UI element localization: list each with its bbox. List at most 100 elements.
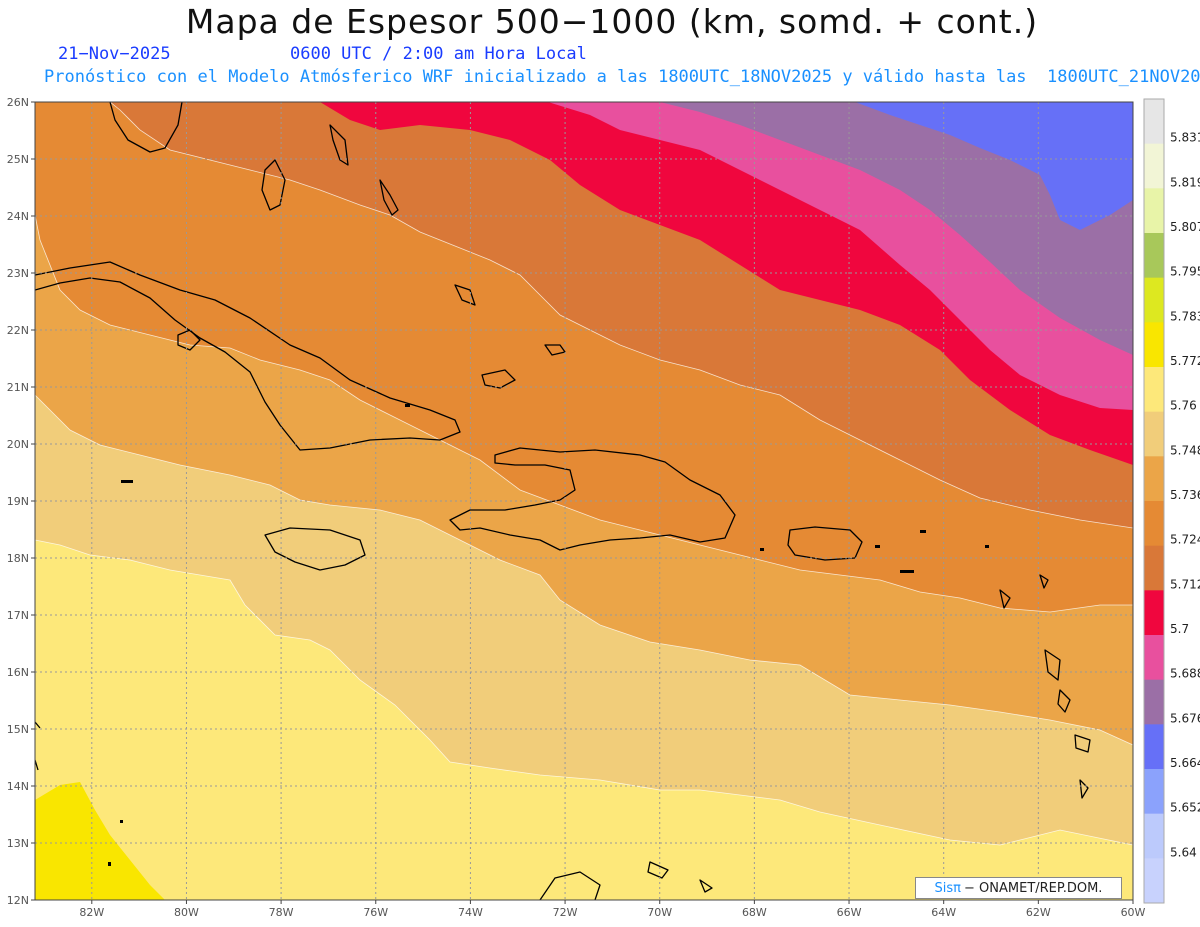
florida-coast (109, 102, 183, 153)
lat-label: 12N (7, 894, 29, 907)
lat-label: 13N (7, 837, 29, 850)
lon-label: 76W (363, 906, 388, 919)
lat-label: 14N (7, 780, 29, 793)
colorbar-swatch (1144, 188, 1164, 234)
colorbar-swatch (1144, 858, 1164, 904)
colorbar-label: 5.664 (1170, 756, 1200, 770)
colorbar: 5.831 5.819 5.807 5.795 5.783 5.772 5.76 5.748 5… (1143, 98, 1200, 904)
colorbar-label: 5.807 (1170, 220, 1200, 234)
colorbar-swatch (1144, 545, 1164, 591)
lon-label: 80W (174, 906, 199, 919)
band-5676 (660, 102, 1133, 355)
colorbar-swatch (1144, 456, 1164, 502)
lat-label: 22N (7, 324, 29, 337)
colorbar-label: 5.64 (1170, 845, 1197, 859)
colorbar-label: 5.831 (1170, 131, 1200, 145)
lon-label: 74W (458, 906, 483, 919)
colorbar-label: 5.724 (1170, 533, 1200, 547)
lat-label: 19N (7, 495, 29, 508)
colorbar-label: 5.652 (1170, 801, 1200, 815)
lesser-antilles-5 (999, 589, 1011, 609)
colorbar-label: 5.783 (1170, 309, 1200, 323)
colorbar-swatch (1144, 143, 1164, 189)
lat-label: 15N (7, 723, 29, 736)
colorbar-label: 5.748 (1170, 443, 1200, 457)
colorbar-swatch (1144, 590, 1164, 636)
lat-label: 26N (7, 96, 29, 109)
colorbar-swatch (1144, 813, 1164, 859)
coastlines (35, 102, 1091, 900)
lat-label: 18N (7, 552, 29, 565)
colorbar-label: 5.7 (1170, 622, 1189, 636)
credit-box: Sisπ − ONAMET/REP.DOM. (915, 877, 1122, 899)
colorbar-label: 5.76 (1170, 399, 1197, 413)
map-title: Mapa de Espesor 500−1000 (km, somd. + co… (185, 2, 1039, 41)
colorbar-label: 5.795 (1170, 265, 1200, 279)
cuba-coast (35, 261, 461, 451)
bahamas-abaco (329, 124, 349, 166)
latitude-labels: 26N 25N 24N 23N 22N 21N 20N 19N 18N 17N 16N 15N 14N 1… (7, 96, 35, 907)
band-5772 (35, 782, 165, 900)
lat-label: 24N (7, 210, 29, 223)
forecast-time: 0600 UTC / 2:00 am Hora Local (290, 44, 587, 64)
isla-juventud (177, 329, 201, 351)
colorbar-label: 5.736 (1170, 488, 1200, 502)
thickness-field (35, 102, 1133, 900)
lat-label: 21N (7, 381, 29, 394)
colorbar-swatch (1144, 679, 1164, 725)
lesser-antilles-4 (1079, 779, 1089, 799)
curacao (647, 861, 669, 879)
colorbar-swatch (1144, 277, 1164, 323)
lat-label: 25N (7, 153, 29, 166)
colorbar-swatch (1144, 411, 1164, 457)
colorbar-swatch (1144, 724, 1164, 770)
lon-label: 64W (931, 906, 956, 919)
colorbar-swatch (1144, 367, 1164, 413)
colorbar-label: 5.688 (1170, 667, 1200, 681)
longitude-labels: 82W 80W 78W 76W 74W 72W 70W 68W 66W 64W 62W 60W (79, 900, 1146, 919)
lon-label: 78W (269, 906, 294, 919)
colorbar-label: 5.712 (1170, 577, 1200, 591)
lesser-antilles-3 (1074, 734, 1091, 753)
lon-label: 82W (79, 906, 104, 919)
lesser-antilles-6 (1039, 574, 1049, 589)
sispi-logo: Sisπ (934, 880, 962, 896)
hispaniola-coast (449, 447, 736, 551)
bahamas-andros (261, 159, 286, 211)
lat-label: 16N (7, 666, 29, 679)
band-5664 (855, 102, 1133, 230)
forecast-description: Pronóstico con el Modelo Atmósferico WRF… (44, 67, 1200, 87)
colorbar-frame (1143, 98, 1165, 904)
credit-text: − ONAMET/REP.DOM. (964, 880, 1103, 896)
colorbar-swatch (1144, 635, 1164, 681)
bahamas-eleuthera (379, 179, 399, 216)
small-islands (108, 404, 989, 866)
lon-label: 68W (742, 906, 767, 919)
jamaica-coast (264, 527, 366, 571)
lon-label: 66W (837, 906, 862, 919)
aruba (699, 879, 713, 893)
colorbar-label: 5.819 (1170, 175, 1200, 189)
lon-label: 62W (1026, 906, 1051, 919)
lesser-antilles-1 (1044, 649, 1061, 681)
south-america-coast (539, 871, 601, 900)
lesser-antilles-2 (1057, 689, 1071, 713)
colorbar-swatch (1144, 233, 1164, 279)
lat-label: 20N (7, 438, 29, 451)
bahamas-long (454, 284, 476, 306)
bahamas-inagua (481, 369, 516, 389)
forecast-date: 21−Nov−2025 (58, 44, 171, 64)
colorbar-swatch (1144, 99, 1164, 145)
lat-label: 23N (7, 267, 29, 280)
graticule (35, 102, 1133, 900)
lon-label: 60W (1121, 906, 1146, 919)
colorbar-swatch (1144, 322, 1164, 368)
lon-label: 70W (647, 906, 672, 919)
colorbar-label: 5.772 (1170, 354, 1200, 368)
contour-lines (35, 102, 1133, 846)
colorbar-label: 5.676 (1170, 711, 1200, 725)
colorbar-swatch (1144, 501, 1164, 547)
lon-label: 72W (553, 906, 578, 919)
colorbar-swatch (1144, 769, 1164, 815)
